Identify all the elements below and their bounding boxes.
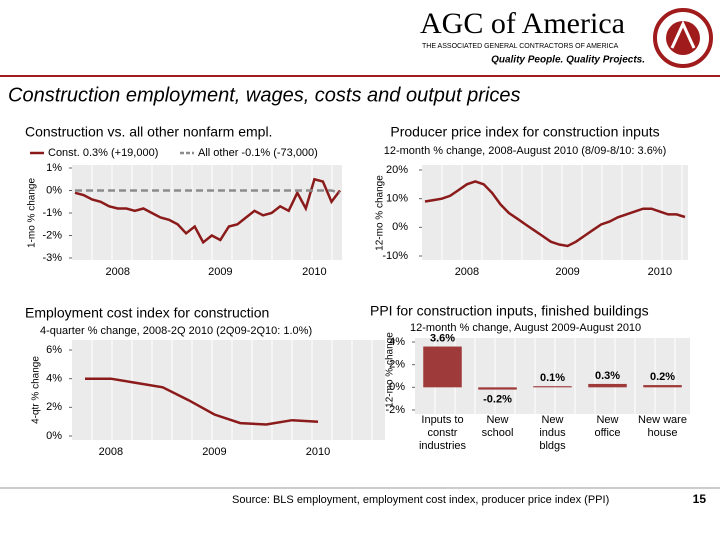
- value-label: 0.1%: [540, 372, 565, 384]
- x-tick-label-box: New office: [594, 414, 621, 439]
- legend-label: Const. 0.3% (+19,000): [48, 147, 158, 159]
- chart-title: Producer price index for construction in…: [390, 124, 659, 140]
- y-tick-label: 0%: [46, 430, 62, 442]
- logo: AGC of America THE ASSOCIATED GENERAL CO…: [420, 7, 713, 68]
- x-tick-label: 2009: [202, 446, 226, 458]
- logo-title: AGC of America: [420, 7, 625, 40]
- y-tick-label: -2%: [42, 229, 62, 241]
- x-tick-label-box: New school: [481, 414, 514, 439]
- x-tick-label: New school: [481, 414, 514, 439]
- chart-subtitle: 4-quarter % change, 2008-2Q 2010 (2Q09-2…: [40, 325, 312, 337]
- legend-label: All other -0.1% (-73,000): [198, 147, 318, 159]
- y-tick-label: -3%: [42, 252, 62, 264]
- value-label: 0.2%: [650, 371, 675, 383]
- y-tick-label: 1%: [46, 162, 62, 174]
- series-line: [74, 177, 341, 245]
- x-tick-label: 2008: [105, 266, 129, 278]
- x-tick-label: 2008: [455, 266, 479, 278]
- logo-seal-inner: [666, 21, 700, 55]
- y-tick-label: 0%: [46, 184, 62, 196]
- plot-background: [72, 340, 385, 440]
- x-tick-label: New ware house: [638, 414, 687, 439]
- value-label: 0.3%: [595, 370, 620, 382]
- chart-subtitle: 12-month % change, 2008-August 2010 (8/0…: [384, 145, 667, 157]
- y-axis-label: 1-mo % change: [27, 178, 38, 248]
- series-line: [424, 180, 686, 248]
- y-tick-label: 4%: [389, 336, 405, 348]
- x-tick-label: 2009: [555, 266, 579, 278]
- series-line: [75, 189, 341, 195]
- y-axis-label: 4-qtr % change: [31, 356, 42, 424]
- x-tick-label: Inputs to constr industries: [418, 414, 467, 452]
- bar: [533, 386, 572, 388]
- y-tick-label: 2%: [389, 359, 405, 371]
- bar: [588, 383, 627, 388]
- x-tick-label: New indus bldgs: [539, 414, 566, 452]
- page-number: 15: [693, 492, 707, 506]
- logo-mark: [670, 20, 696, 49]
- x-tick-label: 2010: [302, 266, 326, 278]
- y-tick-label: 0%: [392, 221, 408, 233]
- series-line: [85, 377, 319, 426]
- chart-subtitle: 12-month % change, August 2009-August 20…: [410, 322, 641, 334]
- plot-background: [72, 165, 342, 260]
- y-tick-label: 6%: [46, 344, 62, 356]
- y-tick-label: 20%: [386, 164, 408, 176]
- slide-title: Construction employment, wages, costs an…: [8, 84, 520, 106]
- x-tick-label-box: Inputs to constr industries: [418, 414, 467, 452]
- y-tick-label: 4%: [46, 373, 62, 385]
- y-axis-label: 12-mo % change: [375, 175, 386, 251]
- x-tick-label: 2010: [648, 266, 672, 278]
- bar: [478, 387, 517, 390]
- x-tick-label: 2008: [99, 446, 123, 458]
- x-tick-label-box: New indus bldgs: [539, 414, 566, 452]
- chart-title: Construction vs. all other nonfarm empl.: [25, 124, 272, 140]
- value-label: 3.6%: [430, 332, 455, 344]
- y-tick-label: -10%: [382, 250, 408, 262]
- y-tick-label: -2%: [385, 404, 405, 416]
- tagline: Quality People. Quality Projects.: [491, 55, 645, 66]
- x-tick-label-box: New ware house: [638, 414, 687, 439]
- y-tick-label: 0%: [389, 381, 405, 393]
- y-tick-label: -1%: [42, 207, 62, 219]
- y-tick-label: 2%: [46, 401, 62, 413]
- bar: [643, 385, 682, 388]
- value-label: -0.2%: [483, 394, 512, 406]
- logo-subtitle: THE ASSOCIATED GENERAL CONTRACTORS OF AM…: [422, 43, 619, 50]
- bar: [423, 346, 462, 388]
- chart-title: PPI for construction inputs, finished bu…: [370, 303, 649, 319]
- y-tick-label: 10%: [386, 193, 408, 205]
- x-tick-label: 2009: [208, 266, 232, 278]
- source: Source: BLS employment, employment cost …: [232, 494, 609, 506]
- x-tick-label: 2010: [306, 446, 330, 458]
- x-tick-label: New office: [594, 414, 621, 439]
- y-axis-label: 12-mo % change: [385, 332, 396, 408]
- chart-title: Employment cost index for construction: [25, 305, 269, 321]
